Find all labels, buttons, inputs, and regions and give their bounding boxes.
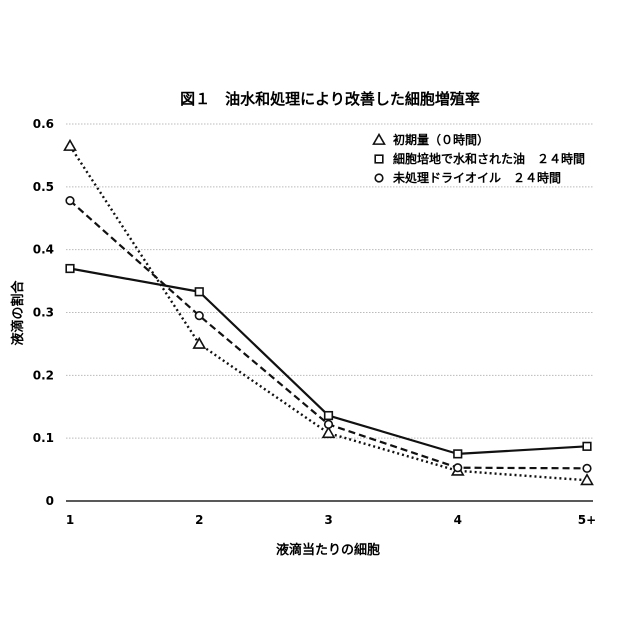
legend: 初期量（０時間） 細胞培地で水和された油 ２４時間未処理ドライオイル ２４時間 (374, 132, 586, 185)
data-point (454, 464, 462, 472)
legend-marker-triangle (374, 135, 385, 145)
data-point (66, 265, 74, 273)
data-point (66, 197, 74, 205)
y-tick-label: 0.3 (33, 306, 54, 320)
data-point (583, 443, 591, 451)
legend-marker-circle (375, 174, 383, 182)
y-tick-label: 0.4 (33, 243, 54, 257)
y-tick-label: 0.5 (33, 180, 54, 194)
legend-item: 未処理ドライオイル ２４時間 (375, 170, 561, 185)
x-tick-label: 4 (454, 513, 462, 527)
y-tick-label: 0.1 (33, 431, 54, 445)
data-point (325, 421, 333, 429)
x-tick-label: 1 (66, 513, 74, 527)
data-point (583, 465, 591, 473)
legend-label: 細胞培地で水和された油 ２４時間 (393, 151, 585, 166)
data-point (195, 288, 203, 296)
data-point (325, 412, 333, 420)
x-tick-label: 2 (195, 513, 203, 527)
data-point (582, 475, 593, 485)
data-point (454, 450, 462, 458)
legend-label: 初期量（０時間） (393, 132, 489, 147)
x-tick-label: 5+ (578, 513, 596, 527)
data-point (65, 140, 76, 150)
y-axis: 0 0.1 0.2 0.3 0.4 0.5 0.6 (33, 117, 54, 508)
y-tick-label: 0.6 (33, 117, 54, 131)
legend-item: 細胞培地で水和された油 ２４時間 (375, 151, 585, 166)
legend-label: 未処理ドライオイル ２４時間 (392, 170, 561, 185)
x-tick-label: 3 (324, 513, 332, 527)
y-tick-label: 0 (46, 494, 54, 508)
x-axis: 1 2 3 4 5+ (66, 513, 596, 527)
data-point (323, 428, 334, 438)
legend-item: 初期量（０時間） (374, 132, 490, 147)
y-tick-label: 0.2 (33, 368, 54, 382)
data-point (195, 312, 203, 320)
y-axis-label: 液滴の割合 (10, 280, 26, 346)
legend-marker-square (375, 155, 383, 163)
x-axis-label: 液滴当たりの細胞 (276, 542, 380, 558)
chart-title: 図１ 油水和処理により改善した細胞増殖率 (180, 90, 480, 108)
